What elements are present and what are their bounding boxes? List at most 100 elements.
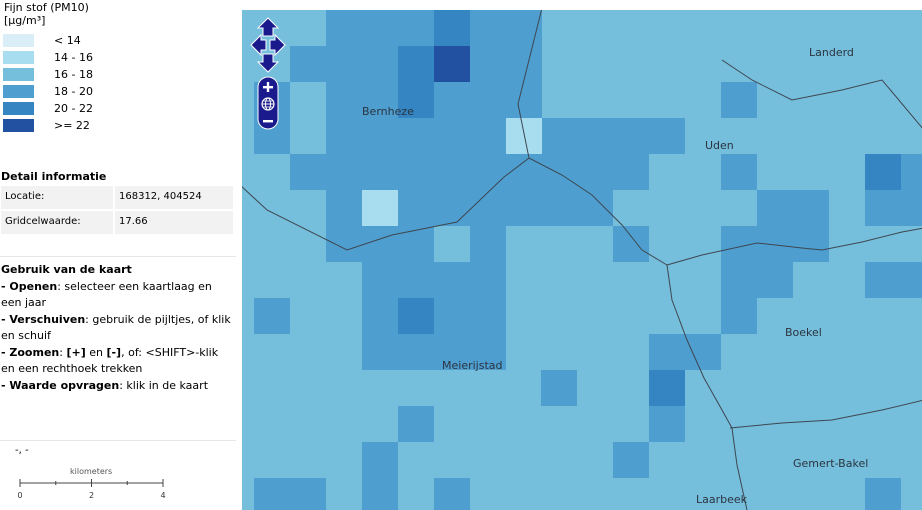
pm10-grid-cell[interactable]: [398, 406, 434, 442]
pm10-grid-cell[interactable]: [362, 478, 398, 510]
pm10-grid-cell[interactable]: [541, 154, 577, 190]
pm10-grid-cell[interactable]: [398, 334, 434, 370]
map-viewport[interactable]: Bernheze Landerd Uden Boekel Meierijstad…: [242, 10, 922, 510]
zoom-in-button[interactable]: [261, 80, 275, 94]
pm10-grid-cell[interactable]: [290, 478, 326, 510]
pm10-grid-cell[interactable]: [901, 262, 922, 298]
pm10-grid-cell[interactable]: [470, 334, 506, 370]
pm10-grid-cell[interactable]: [362, 82, 398, 118]
pm10-grid-cell[interactable]: [577, 154, 613, 190]
pm10-grid-cell[interactable]: [721, 262, 757, 298]
pm10-grid-cell[interactable]: [721, 154, 757, 190]
pm10-grid-cell[interactable]: [649, 334, 685, 370]
pm10-grid-cell[interactable]: [757, 262, 793, 298]
pm10-grid-cell[interactable]: [685, 334, 721, 370]
pm10-grid-cell[interactable]: [613, 118, 649, 154]
pm10-grid-cell[interactable]: [326, 46, 362, 82]
globe-icon[interactable]: [261, 97, 275, 111]
pm10-grid-cell[interactable]: [398, 190, 434, 226]
pm10-grid-cell[interactable]: [506, 118, 542, 154]
pm10-grid-cell[interactable]: [326, 154, 362, 190]
pm10-grid-cell[interactable]: [434, 334, 470, 370]
pm10-grid-cell[interactable]: [901, 154, 922, 190]
pm10-grid-cell[interactable]: [362, 190, 398, 226]
pm10-grid-cell[interactable]: [434, 298, 470, 334]
pm10-grid-cell[interactable]: [326, 226, 362, 262]
pm10-grid-cell[interactable]: [470, 46, 506, 82]
pm10-grid-cell[interactable]: [362, 10, 398, 46]
pm10-grid-cell[interactable]: [434, 262, 470, 298]
pm10-grid-cell[interactable]: [362, 154, 398, 190]
pm10-grid-cell[interactable]: [506, 10, 542, 46]
pm10-grid-cell[interactable]: [865, 190, 901, 226]
pm10-grid-cell[interactable]: [470, 10, 506, 46]
pm10-grid-cell[interactable]: [506, 154, 542, 190]
pm10-grid-cell[interactable]: [541, 190, 577, 226]
pm10-grid-cell[interactable]: [649, 370, 685, 406]
pm10-grid-cell[interactable]: [865, 478, 901, 510]
pm10-grid-cell[interactable]: [470, 226, 506, 262]
pm10-grid-cell[interactable]: [362, 118, 398, 154]
pan-south-button[interactable]: [256, 53, 280, 73]
pm10-grid-cell[interactable]: [434, 46, 470, 82]
pan-west-button[interactable]: [250, 33, 267, 57]
zoom-out-button[interactable]: [261, 114, 275, 128]
pm10-grid-cell[interactable]: [577, 118, 613, 154]
pm10-grid-cell[interactable]: [506, 82, 542, 118]
pm10-grid-cell[interactable]: [362, 298, 398, 334]
pan-north-button[interactable]: [256, 17, 280, 37]
pm10-grid-cell[interactable]: [290, 46, 326, 82]
pm10-grid-cell[interactable]: [577, 190, 613, 226]
pm10-grid-cell[interactable]: [649, 406, 685, 442]
pm10-grid-cell[interactable]: [362, 46, 398, 82]
pm10-grid-cell[interactable]: [326, 190, 362, 226]
pm10-grid-cell[interactable]: [506, 190, 542, 226]
pm10-grid-cell[interactable]: [470, 118, 506, 154]
pm10-grid-cell[interactable]: [398, 262, 434, 298]
pm10-grid-cell[interactable]: [290, 154, 326, 190]
pm10-grid-cell[interactable]: [398, 10, 434, 46]
pm10-grid-cell[interactable]: [721, 82, 757, 118]
pm10-grid-cell[interactable]: [362, 334, 398, 370]
pm10-grid-cell[interactable]: [865, 262, 901, 298]
pm10-grid-cell[interactable]: [649, 118, 685, 154]
pm10-grid-cell[interactable]: [434, 82, 470, 118]
pm10-grid-cell[interactable]: [434, 478, 470, 510]
pm10-grid-cell[interactable]: [541, 118, 577, 154]
pm10-grid-cell[interactable]: [613, 442, 649, 478]
pm10-grid-cell[interactable]: [398, 226, 434, 262]
pm10-grid-cell[interactable]: [398, 298, 434, 334]
pm10-grid-cell[interactable]: [362, 226, 398, 262]
pm10-grid-cell[interactable]: [398, 154, 434, 190]
pm10-grid-cell[interactable]: [362, 262, 398, 298]
pm10-grid-cell[interactable]: [470, 262, 506, 298]
pm10-grid-cell[interactable]: [793, 226, 829, 262]
pm10-grid-cell[interactable]: [901, 190, 922, 226]
pm10-grid-cell[interactable]: [613, 154, 649, 190]
pm10-grid-cell[interactable]: [721, 298, 757, 334]
pm10-grid-cell[interactable]: [470, 298, 506, 334]
pm10-grid-cell[interactable]: [326, 10, 362, 46]
pm10-grid-cell[interactable]: [757, 190, 793, 226]
pm10-grid-cell[interactable]: [470, 154, 506, 190]
pm10-grid-cell[interactable]: [326, 82, 362, 118]
pm10-grid-cell[interactable]: [326, 118, 362, 154]
pm10-grid-cell[interactable]: [434, 10, 470, 46]
pm10-grid-cell[interactable]: [398, 118, 434, 154]
pm10-grid-cell[interactable]: [434, 118, 470, 154]
pm10-grid-cell[interactable]: [362, 442, 398, 478]
pm10-grid-cell[interactable]: [254, 478, 290, 510]
pm10-grid-cell[interactable]: [470, 82, 506, 118]
pm10-grid-cell[interactable]: [506, 46, 542, 82]
pm10-grid-cell[interactable]: [613, 226, 649, 262]
pm10-grid-cell[interactable]: [865, 154, 901, 190]
pm10-grid-cell[interactable]: [541, 370, 577, 406]
pm10-grid-cell[interactable]: [470, 190, 506, 226]
pm10-grid-cell[interactable]: [398, 82, 434, 118]
pan-east-button[interactable]: [269, 33, 286, 57]
pm10-grid-cell[interactable]: [254, 298, 290, 334]
pm10-grid-cell[interactable]: [398, 46, 434, 82]
pm10-grid-cell[interactable]: [434, 154, 470, 190]
pm10-grid-cell[interactable]: [793, 190, 829, 226]
pm10-grid-cell[interactable]: [434, 190, 470, 226]
